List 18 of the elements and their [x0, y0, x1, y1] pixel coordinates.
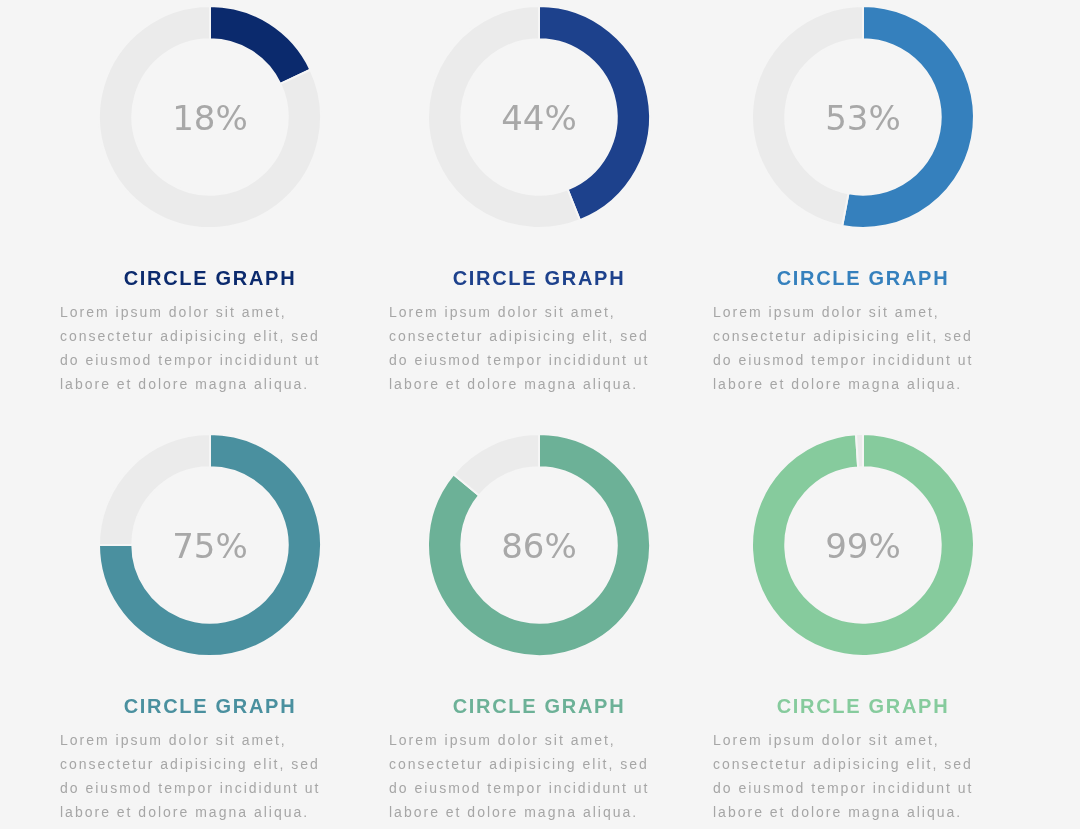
text: 99% — [825, 525, 901, 566]
text: Lorem ipsum dolor sit amet, consectetur adipisicing elit, sed do eiusmod tempor incididunt ut labore et dolore magna aliqua. — [713, 303, 975, 394]
text: Lorem ipsum dolor sit amet, consectetur adipisicing elit, sed do eiusmod tempor incididunt ut labore et dolore magna aliqua. — [713, 731, 975, 822]
text: CIRCLE GRAPH — [451, 266, 627, 290]
text: Lorem ipsum dolor sit amet, consectetur adipisicing elit, sed do eiusmod tempor incididunt ut labore et dolore magna aliqua. — [389, 731, 651, 822]
text: Lorem ipsum dolor sit amet, consectetur adipisicing elit, sed do eiusmod tempor incididunt ut labore et dolore magna aliqua. — [60, 731, 322, 822]
text: CIRCLE GRAPH — [775, 694, 951, 718]
text: 44% — [501, 97, 577, 138]
text: 86% — [501, 525, 577, 566]
text: CIRCLE GRAPH — [775, 266, 951, 290]
text: CIRCLE GRAPH — [122, 266, 298, 290]
text: Lorem ipsum dolor sit amet, consectetur adipisicing elit, sed do eiusmod tempor incididunt ut labore et dolore magna aliqua. — [60, 303, 322, 394]
text: 75% — [172, 525, 248, 566]
text: Lorem ipsum dolor sit amet, consectetur adipisicing elit, sed do eiusmod tempor incididunt ut labore et dolore magna aliqua. — [389, 303, 651, 394]
text: 18% — [172, 97, 248, 138]
text: 53% — [825, 97, 901, 138]
text: CIRCLE GRAPH — [451, 694, 627, 718]
text: CIRCLE GRAPH — [122, 694, 298, 718]
